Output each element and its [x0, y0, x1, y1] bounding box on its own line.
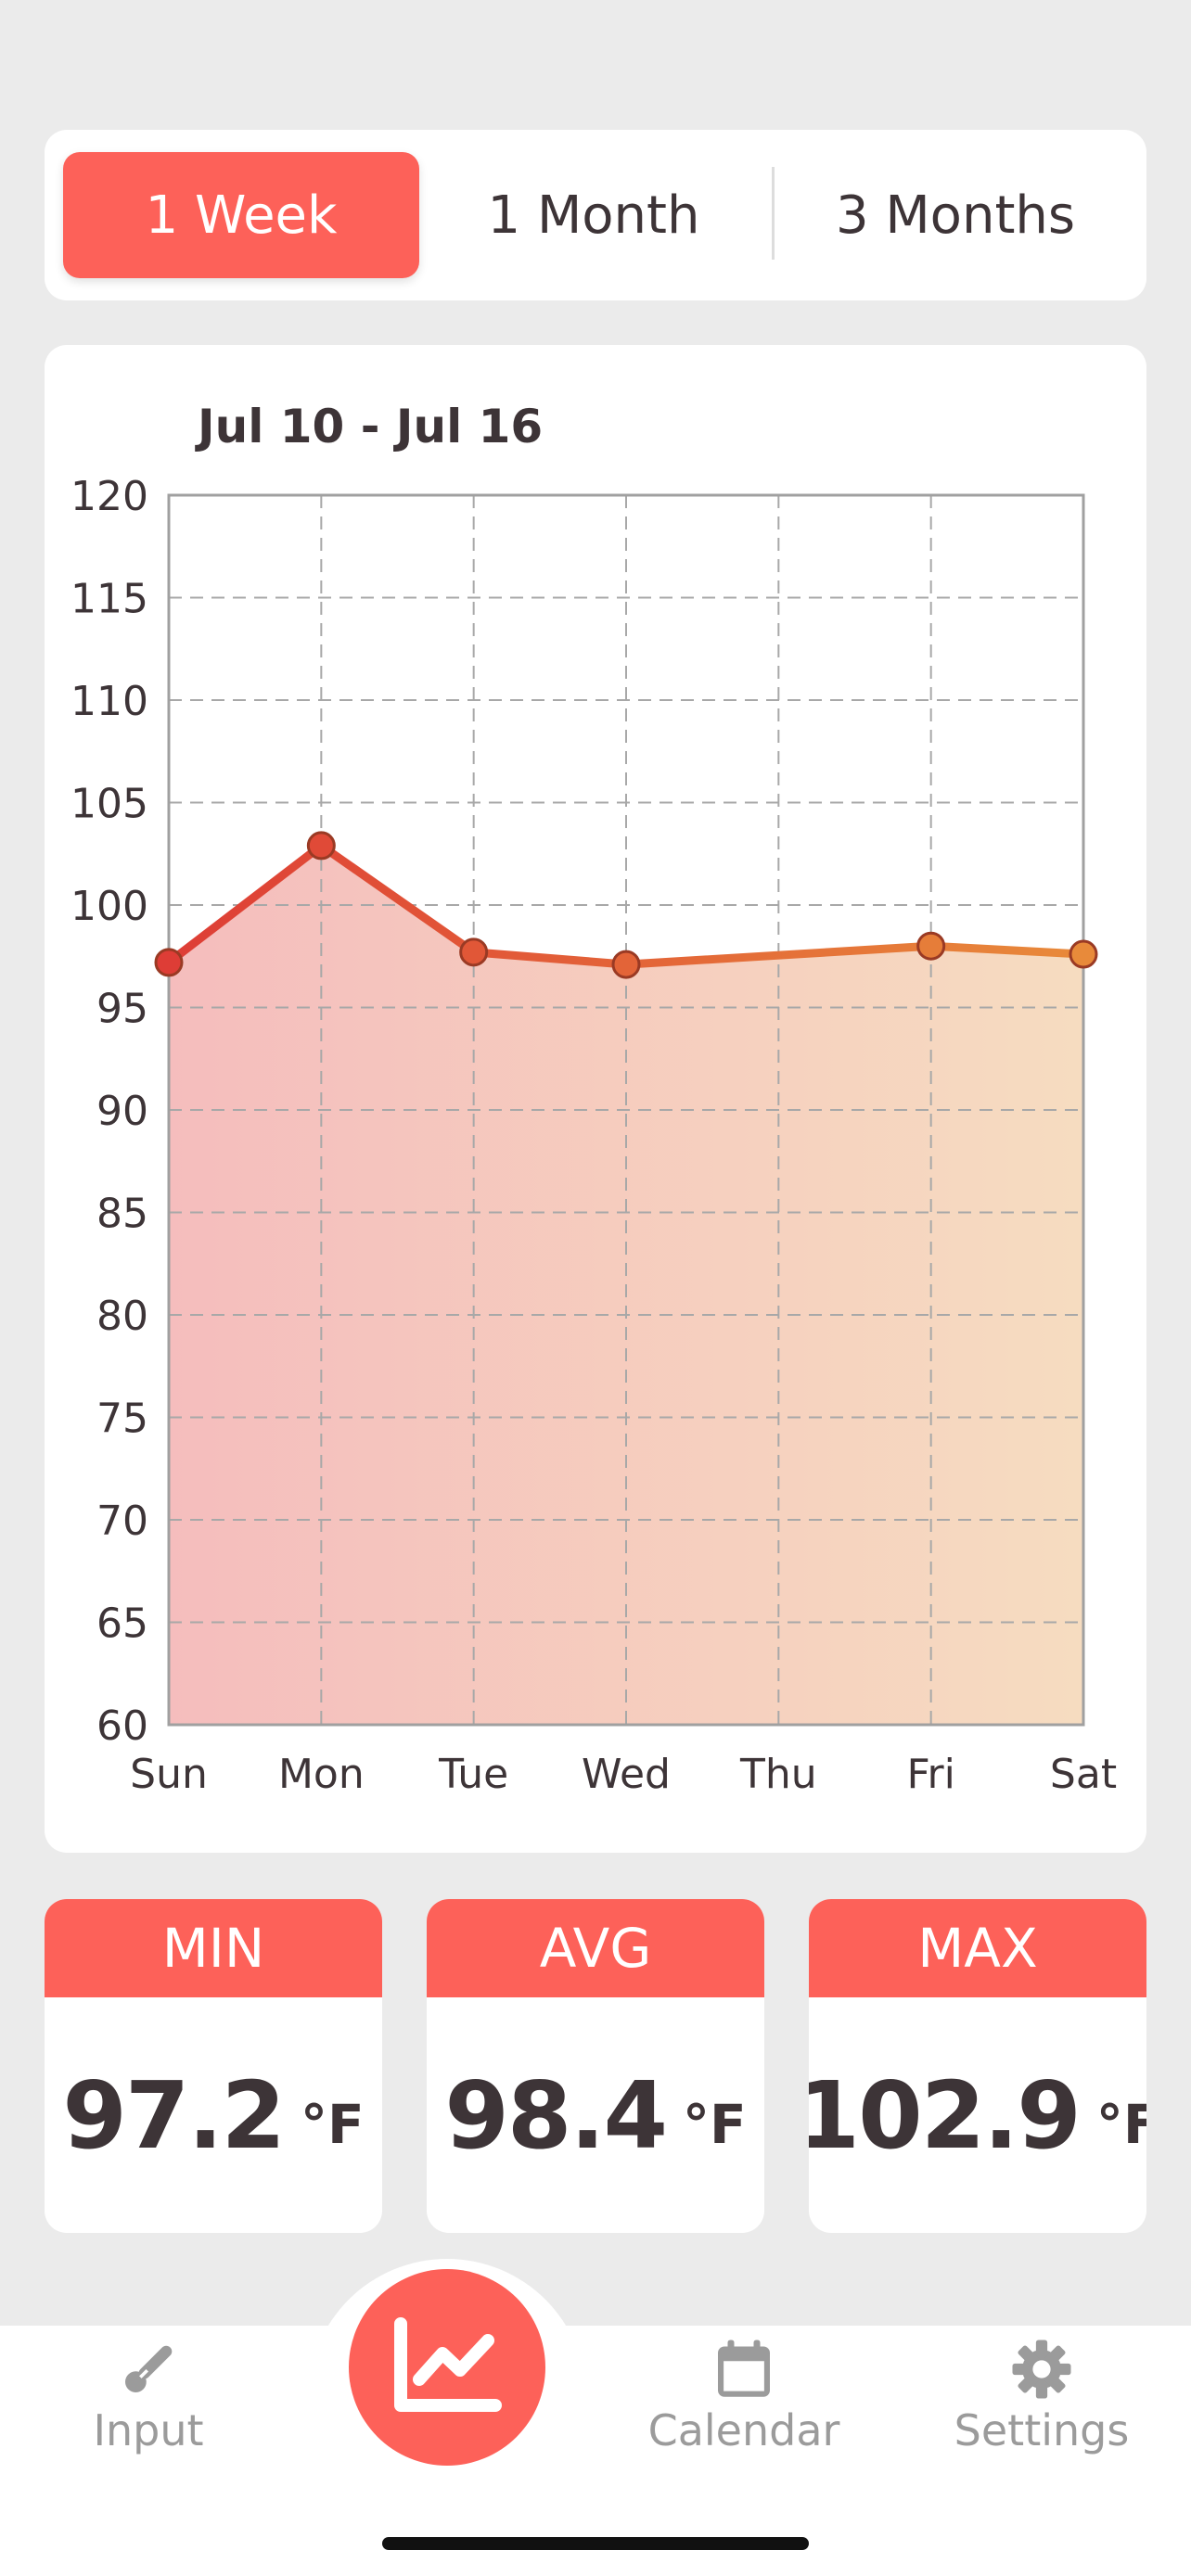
min-label: MIN — [45, 1899, 382, 1997]
x-tick-label: Fri — [906, 1751, 954, 1798]
chart-card: Jul 10 - Jul 16 60 65 70 75 80 85 90 95 100 105 11… — [45, 345, 1146, 1853]
home-indicator — [382, 2537, 809, 2550]
data-point — [1069, 939, 1098, 969]
y-tick-label: 65 — [96, 1600, 148, 1648]
y-tick-label: 115 — [70, 576, 148, 623]
y-tick-label: 85 — [96, 1191, 148, 1238]
tab-calendar-label: Calendar — [647, 2405, 840, 2455]
gear-icon — [1012, 2340, 1071, 2399]
min-value: 97.2 — [62, 2060, 286, 2170]
y-tick-label: 120 — [70, 473, 148, 520]
data-point — [459, 937, 489, 967]
x-tick-label: Sat — [1050, 1751, 1117, 1798]
thermometer-icon — [125, 2345, 173, 2392]
avg-unit: °F — [683, 2093, 747, 2156]
series-line — [164, 841, 1088, 969]
tab-3-months[interactable]: 3 Months — [835, 185, 1076, 246]
y-tick-label: 90 — [96, 1088, 148, 1135]
y-tick-label: 60 — [96, 1702, 148, 1750]
x-tick-label: Thu — [739, 1751, 817, 1798]
y-tick-label: 80 — [96, 1293, 148, 1340]
avg-value: 98.4 — [444, 2060, 668, 2170]
tab-calendar[interactable]: Calendar — [623, 2326, 864, 2455]
y-tick-label: 70 — [96, 1498, 148, 1545]
chart-icon — [394, 2317, 502, 2412]
max-label: MAX — [809, 1899, 1146, 1997]
x-tick-label: Tue — [438, 1751, 508, 1798]
x-tick-label: Sun — [130, 1751, 208, 1798]
y-tick-label: 110 — [70, 678, 148, 725]
avg-label: AVG — [427, 1899, 764, 1997]
data-point — [306, 831, 336, 861]
x-tick-label: Mon — [278, 1751, 365, 1798]
tab-chart[interactable] — [349, 2269, 545, 2466]
max-card: MAX 102.9 °F — [809, 1899, 1146, 2233]
y-tick-label: 100 — [70, 883, 148, 930]
max-value: 102.9 — [809, 2060, 1082, 2170]
data-point — [611, 950, 641, 979]
temperature-chart: Jul 10 - Jul 16 60 65 70 75 80 85 90 95 100 105 11… — [70, 400, 1117, 1798]
chart-title: Jul 10 - Jul 16 — [195, 400, 543, 453]
segment-divider — [772, 167, 775, 260]
data-point — [916, 931, 946, 961]
range-selector: 1 Week 1 Month 3 Months — [45, 130, 1146, 300]
y-tick-label: 105 — [70, 781, 148, 828]
tab-1-week[interactable]: 1 Week — [63, 152, 419, 278]
data-point — [154, 948, 184, 977]
plot-frame — [167, 493, 1085, 1727]
tab-settings-label: Settings — [954, 2405, 1130, 2455]
calendar-icon — [718, 2340, 770, 2397]
y-tick-label: 75 — [96, 1396, 148, 1443]
min-card: MIN 97.2 °F — [45, 1899, 382, 2233]
tab-bar — [0, 2326, 1191, 2576]
tab-1-month[interactable]: 1 Month — [487, 185, 700, 246]
y-tick-label: 95 — [96, 986, 148, 1033]
min-unit: °F — [301, 2093, 365, 2156]
max-unit: °F — [1095, 2093, 1146, 2156]
avg-card: AVG 98.4 °F — [427, 1899, 764, 2233]
x-tick-label: Wed — [582, 1751, 671, 1798]
tab-settings[interactable]: Settings — [921, 2326, 1162, 2455]
tab-input-label: Input — [93, 2405, 204, 2455]
tab-input[interactable]: Input — [28, 2326, 269, 2455]
